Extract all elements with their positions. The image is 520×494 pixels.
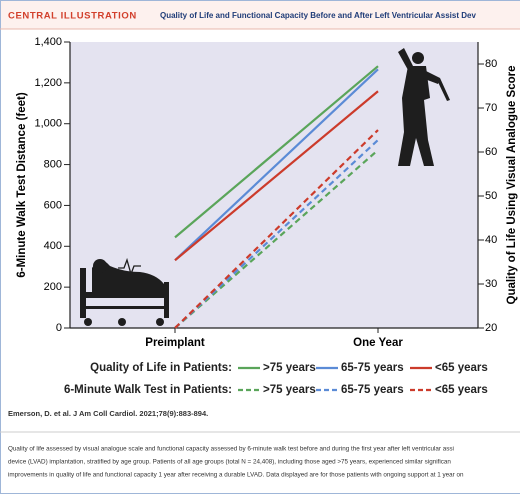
- x-tick-label: Preimplant: [145, 337, 205, 349]
- page: CENTRAL ILLUSTRATION Quality of Life and…: [0, 0, 520, 494]
- legend-label: >75 years: [263, 384, 316, 396]
- y-axis-label: 6-Minute Walk Test Distance (feet): [16, 92, 28, 277]
- caption-line: improvements in quality of life and func…: [8, 472, 464, 479]
- y-tick-label: 1,400: [34, 36, 62, 48]
- legend-label: >75 years: [263, 362, 316, 374]
- x-tick-label: One Year: [353, 337, 403, 349]
- y-tick-label: 0: [56, 322, 62, 334]
- y-tick-label: 200: [44, 281, 62, 293]
- y2-tick-label: 40: [485, 234, 497, 246]
- y2-tick-label: 70: [485, 102, 497, 114]
- y2-tick-label: 20: [485, 322, 497, 334]
- y2-tick-label: 50: [485, 190, 497, 202]
- y2-tick-label: 80: [485, 58, 497, 70]
- header-label: CENTRAL ILLUSTRATION: [8, 11, 137, 22]
- caption-line: Quality of life assessed by visual analo…: [8, 446, 454, 453]
- y2-tick-label: 30: [485, 278, 497, 290]
- legend-label: <65 years: [435, 362, 488, 374]
- legend-label: 65-75 years: [341, 384, 404, 396]
- legend-label: 65-75 years: [341, 362, 404, 374]
- legend-label: <65 years: [435, 384, 488, 396]
- y-tick-label: 1,000: [34, 118, 62, 130]
- chart-title: Quality of Life and Functional Capacity …: [160, 11, 476, 20]
- y-tick-label: 1,200: [34, 77, 62, 89]
- y-tick-label: 800: [44, 158, 62, 170]
- y-tick-label: 400: [44, 240, 62, 252]
- legend-title: Quality of Life in Patients:: [90, 362, 232, 374]
- y-tick-label: 600: [44, 199, 62, 211]
- y2-axis-label: Quality of Life Using Visual Analogue Sc…: [506, 66, 518, 305]
- chart: CENTRAL ILLUSTRATION Quality of Life and…: [0, 0, 520, 494]
- legend-title: 6-Minute Walk Test in Patients:: [64, 384, 232, 396]
- caption-line: device (LVAD) implantation, stratified b…: [8, 459, 451, 466]
- citation: Emerson, D. et al. J Am Coll Cardiol. 20…: [8, 409, 208, 418]
- y2-tick-label: 60: [485, 146, 497, 158]
